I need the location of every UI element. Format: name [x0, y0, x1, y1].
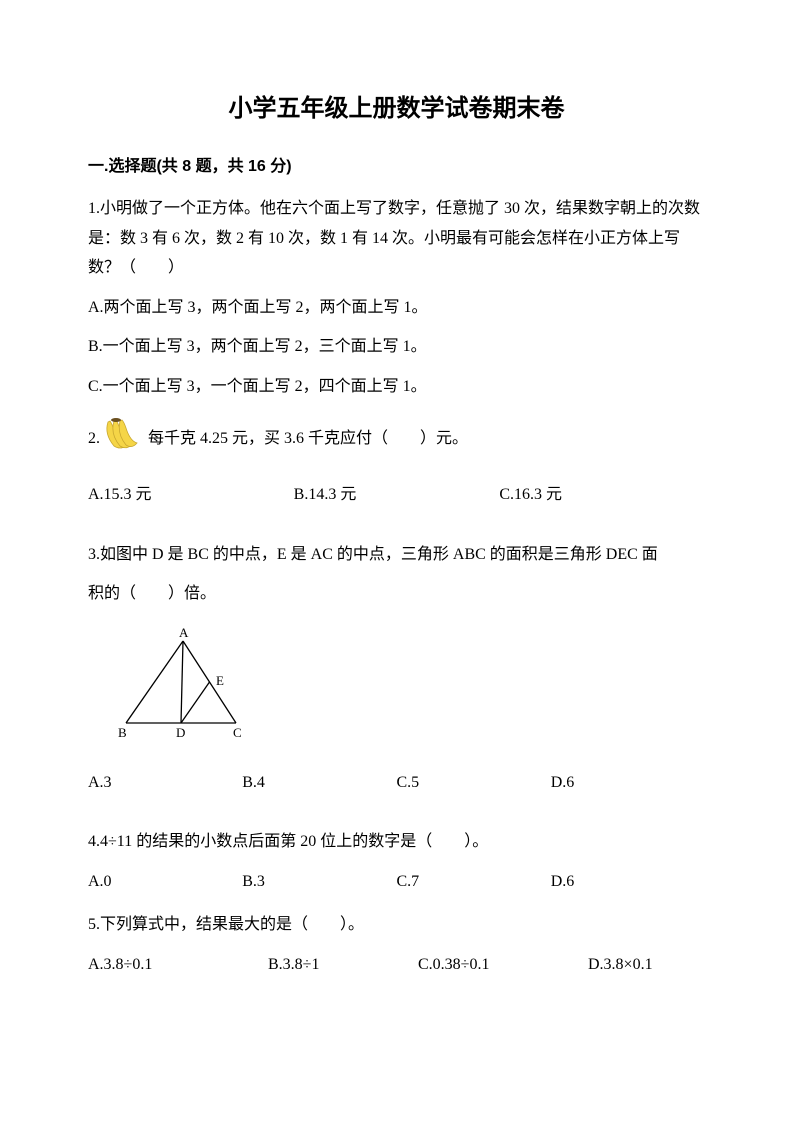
q2-option-c: C.16.3 元 [499, 480, 705, 510]
q4-text: 4.4÷11 的结果的小数点后面第 20 位上的数字是（ ）。 [88, 827, 705, 857]
q1-option-a: A.两个面上写 3，两个面上写 2，两个面上写 1。 [88, 293, 705, 323]
q2-option-a: A.15.3 元 [88, 480, 294, 510]
section-header: 一.选择题(共 8 题，共 16 分) [88, 154, 705, 180]
triangle-diagram: A B C D E [118, 623, 705, 754]
q3-option-b: B.4 [242, 768, 396, 798]
q2-prefix: 2. [88, 424, 100, 454]
question-3: 3.如图中 D 是 BC 的中点，E 是 AC 的中点，三角形 ABC 的面积是… [88, 540, 705, 797]
q5-text: 5.下列算式中，结果最大的是（ ）。 [88, 910, 705, 940]
q2-option-b: B.14.3 元 [294, 480, 500, 510]
q3-option-a: A.3 [88, 768, 242, 798]
q3-option-c: C.5 [397, 768, 551, 798]
question-4: 4.4÷11 的结果的小数点后面第 20 位上的数字是（ ）。 A.0 B.3 … [88, 827, 705, 896]
page-title: 小学五年级上册数学试卷期末卷 [88, 90, 705, 128]
question-1: 1.小明做了一个正方体。他在六个面上写了数字，任意抛了 30 次，结果数字朝上的… [88, 194, 705, 402]
diagram-label-c: C [233, 725, 242, 740]
q1-option-b: B.一个面上写 3，两个面上写 2，三个面上写 1。 [88, 332, 705, 362]
banana-icon [100, 416, 144, 463]
diagram-label-e: E [216, 673, 224, 688]
q1-text: 1.小明做了一个正方体。他在六个面上写了数字，任意抛了 30 次，结果数字朝上的… [88, 194, 705, 283]
q5-option-c: C.0.38÷0.1 [418, 950, 588, 980]
q4-option-a: A.0 [88, 867, 242, 897]
q3-text-line2: 积的（ ）倍。 [88, 579, 705, 609]
question-2: 2. 每千克 4.25 元，买 3.6 千克应付（ ）元。 A.15.3 元 B… [88, 416, 705, 510]
q2-text: 每千克 4.25 元，买 3.6 千克应付（ ）元。 [148, 424, 468, 454]
q5-option-d: D.3.8×0.1 [588, 950, 705, 980]
q4-option-d: D.6 [551, 867, 705, 897]
q5-option-b: B.3.8÷1 [268, 950, 418, 980]
q1-option-c: C.一个面上写 3，一个面上写 2，四个面上写 1。 [88, 372, 705, 402]
q3-option-d: D.6 [551, 768, 705, 798]
q4-option-c: C.7 [397, 867, 551, 897]
question-5: 5.下列算式中，结果最大的是（ ）。 A.3.8÷0.1 B.3.8÷1 C.0… [88, 910, 705, 979]
diagram-label-a: A [179, 625, 189, 640]
q4-option-b: B.3 [242, 867, 396, 897]
diagram-label-d: D [176, 725, 185, 740]
q3-text-line1: 3.如图中 D 是 BC 的中点，E 是 AC 的中点，三角形 ABC 的面积是… [88, 540, 705, 570]
q5-option-a: A.3.8÷0.1 [88, 950, 268, 980]
diagram-label-b: B [118, 725, 127, 740]
